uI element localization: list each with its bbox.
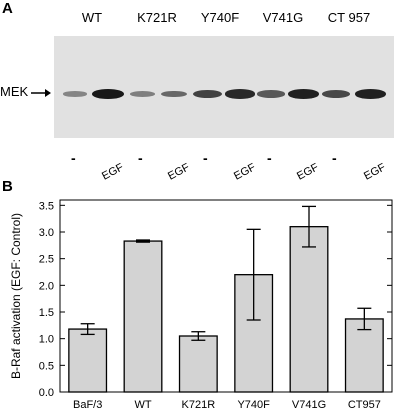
lane-label: V741G <box>262 10 304 25</box>
x-tick-label: CT957 <box>348 399 381 411</box>
bar <box>289 226 329 393</box>
y-tick-label: 3.0 <box>39 227 54 239</box>
condition-label: - <box>138 150 143 166</box>
plot-frame <box>59 199 393 393</box>
y-tick-label: 0.0 <box>39 387 54 399</box>
x-tick-label: BaF/3 <box>73 399 102 411</box>
condition-label: - <box>332 150 337 166</box>
y-tick-label: 0.5 <box>39 360 54 372</box>
bar <box>178 335 218 393</box>
blot-band <box>160 90 188 98</box>
lane-label: Y740F <box>200 10 240 25</box>
blot-band <box>321 90 351 98</box>
western-blot <box>54 36 394 138</box>
panel-b-label: B <box>2 178 13 195</box>
bar <box>68 328 108 393</box>
x-tick-label: V741G <box>292 399 326 411</box>
condition-label: - <box>203 150 208 166</box>
blot-band <box>192 89 222 99</box>
x-tick-label: Y740F <box>237 399 270 411</box>
blot-band <box>354 89 386 99</box>
condition-label: - <box>267 150 272 166</box>
bar <box>344 318 384 393</box>
y-tick-label: 2.5 <box>39 254 54 266</box>
mek-label: MEK <box>0 84 29 99</box>
condition-label: - <box>71 150 76 166</box>
y-tick-label: 3.5 <box>39 200 54 212</box>
blot-band <box>224 89 256 99</box>
blot-band <box>129 91 155 97</box>
panel-a-label: A <box>2 0 13 17</box>
y-axis-label: B-Raf activation (EGF: Control) <box>9 213 23 379</box>
x-tick-label: K721R <box>182 399 216 411</box>
x-tick-label: WT <box>134 399 151 411</box>
lane-label: CT 957 <box>327 10 371 25</box>
blot-band <box>62 91 88 97</box>
bar <box>123 240 163 393</box>
blot-band <box>287 89 319 99</box>
y-tick-label: 1.0 <box>39 334 54 346</box>
y-tick-label: 2.0 <box>39 280 54 292</box>
lane-label: K721R <box>137 10 177 25</box>
y-tick-label: 1.5 <box>39 307 54 319</box>
lane-label: WT <box>81 10 103 25</box>
blot-band <box>92 89 124 99</box>
blot-band <box>257 90 285 98</box>
arrow-right-icon <box>31 89 51 97</box>
